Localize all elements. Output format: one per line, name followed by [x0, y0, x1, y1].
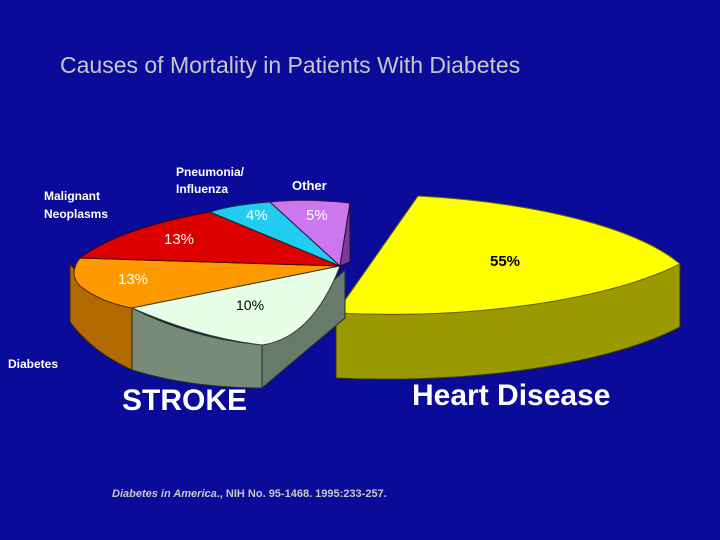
slide-title: Causes of Mortality in Patients With Dia… [60, 52, 521, 78]
slice-other [268, 199, 351, 267]
pct-stroke: 10% [236, 297, 264, 313]
pct-pneumonia: 4% [246, 207, 268, 224]
slice-malignant-neoplasms [78, 211, 341, 267]
label-heart-disease: Heart Disease [412, 379, 610, 412]
pct-diabetes: 13% [118, 271, 148, 288]
pct-other: 5% [306, 207, 328, 224]
citation: Diabetes in America., NIH No. 95-1468. 1… [112, 488, 387, 500]
label-malignant-line2: Neoplasms [44, 207, 108, 221]
slice-stroke [130, 265, 341, 346]
label-pneumonia-line1: Pneumonia/ [176, 165, 245, 179]
slice-side-other [339, 202, 351, 267]
pct-heart: 55% [490, 253, 520, 270]
label-other: Other [292, 178, 327, 193]
label-stroke: STROKE [122, 384, 247, 417]
label-malignant-line1: Malignant [44, 189, 100, 203]
slice-diabetes [73, 257, 341, 309]
label-diabetes: Diabetes [8, 357, 58, 371]
pct-malignant: 13% [164, 231, 194, 248]
citation-source: Diabetes in America [112, 488, 217, 500]
slice-heart-disease [335, 195, 681, 315]
citation-reference: ., NIH No. 95-1468. 1995:233-257. [216, 488, 387, 500]
label-pneumonia-line2: Influenza [176, 182, 228, 196]
